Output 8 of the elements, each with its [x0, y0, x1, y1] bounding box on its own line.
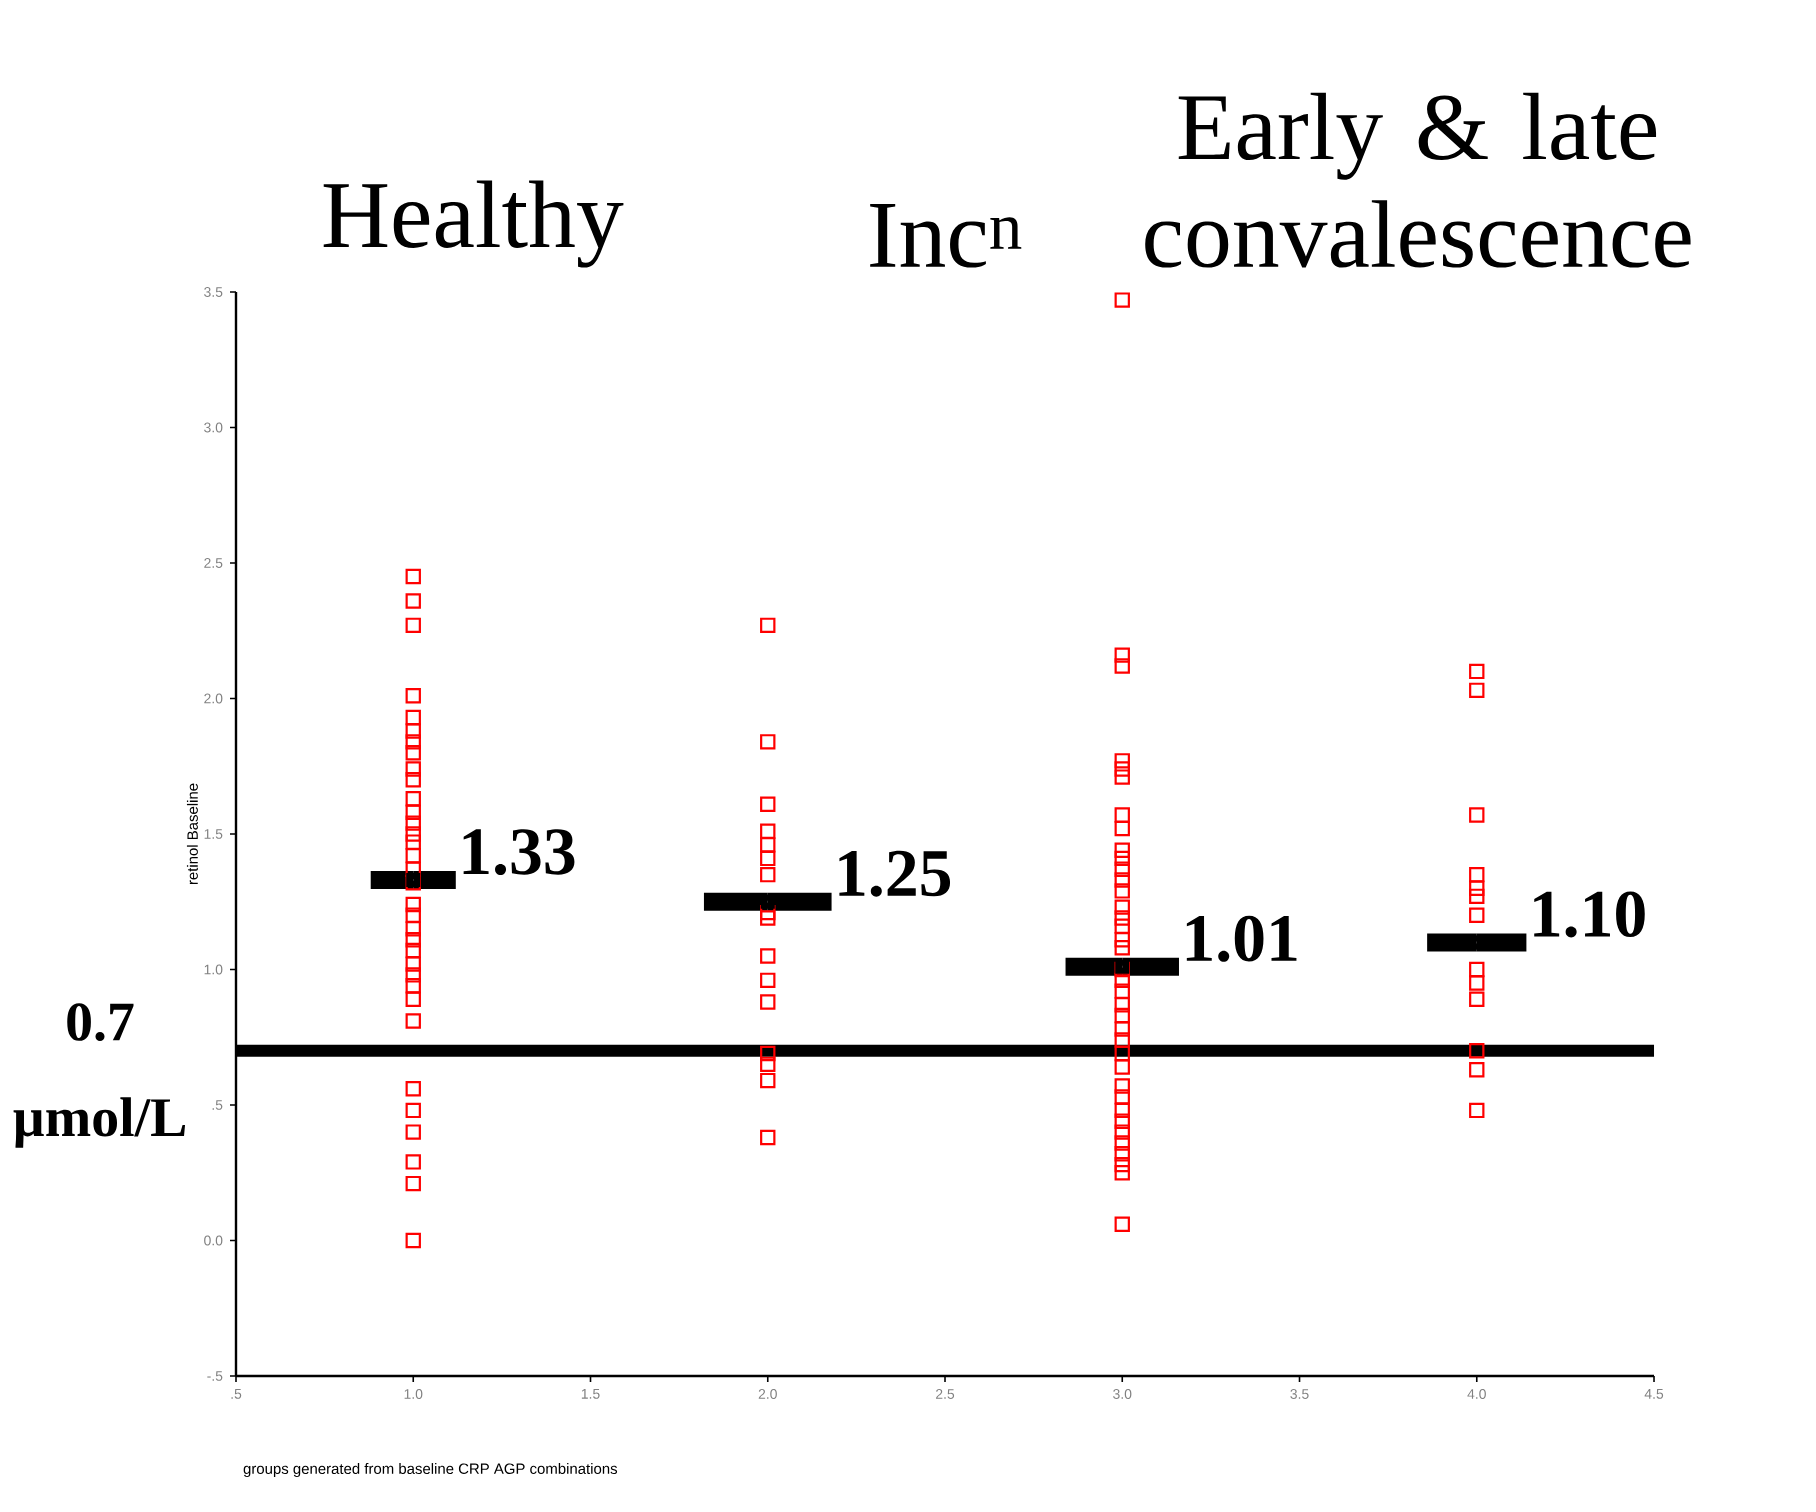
ref-line-label: 0.7 µmol/L: [13, 1003, 186, 1148]
data-label: 1.33: [463, 829, 575, 875]
data-label: 1.01: [1186, 915, 1297, 962]
text: Healthy: [323, 180, 624, 268]
text: Inc$^{n}$: [870, 204, 1022, 268]
data-label: 1.10: [1534, 891, 1645, 938]
text: Early & late convalescence: [1145, 92, 1691, 268]
data-label: 1.25: [839, 850, 951, 897]
